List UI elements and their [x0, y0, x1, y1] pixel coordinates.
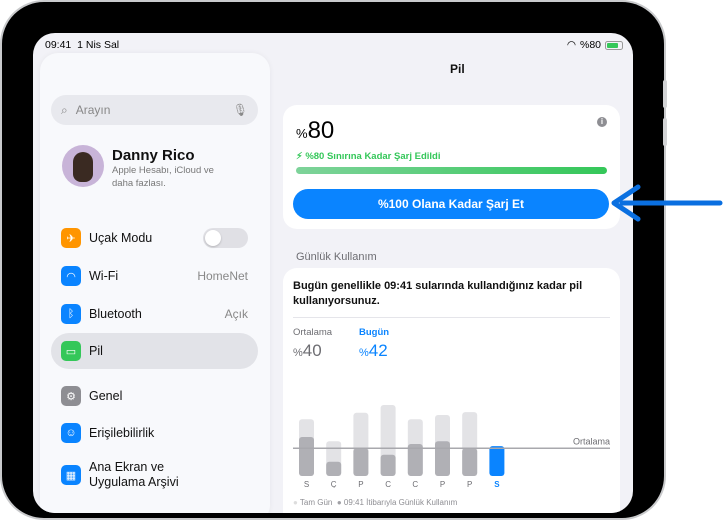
battery-level-bar	[296, 167, 607, 174]
screen: 09:41 1 Nis Sal ◠ %80 ⌕ Arayın 🎙︎ Danny R…	[33, 33, 633, 513]
sidebar-item-value: HomeNet	[197, 269, 248, 283]
battery-percentage: %80	[296, 117, 335, 144]
average-label: Ortalama	[293, 327, 333, 338]
profile-row[interactable]: Danny Rico Apple Hesabı, iCloud ve daha …	[62, 145, 232, 190]
x-tick-label: C	[412, 480, 418, 488]
sidebar-item-label: Uçak Modu	[89, 231, 153, 245]
section-header: Günlük Kullanım	[296, 251, 377, 263]
x-tick-label: Ç	[331, 480, 337, 488]
battery-charging-icon	[605, 40, 623, 50]
x-tick-label: P	[440, 480, 445, 488]
sidebar-item-ana-ekran-ve-uygulama-arşivi[interactable]: ▦ Ana Ekran ve Uygulama Arşivi	[51, 453, 258, 497]
airplane-mode-toggle[interactable]	[203, 228, 248, 248]
sidebar-item-label: Wi-Fi	[89, 269, 119, 283]
usage-chart: S Ç P C C P P S Ortalama	[293, 405, 610, 488]
sidebar-item-bluetooth[interactable]: ᛒ Bluetooth Açık	[51, 296, 258, 332]
x-tick-label: P	[467, 480, 472, 488]
sidebar-item-genel[interactable]: ⚙ Genel	[51, 378, 258, 414]
bar-daily-usage	[435, 441, 450, 476]
profile-subtitle: Apple Hesabı, iCloud ve daha fazlası.	[112, 165, 214, 189]
today-value: %42	[359, 341, 388, 360]
usage-card: Bugün genellikle 09:41 sularında kulland…	[283, 268, 620, 513]
accessibility-icon: ☺	[61, 423, 81, 443]
chart-legend: ● Tam Gün ● 09:41 İtibarıyla Günlük Kull…	[293, 498, 458, 507]
sidebar-item-label: Ana Ekran ve Uygulama Arşivi	[89, 460, 179, 489]
bar-daily-usage	[380, 454, 396, 476]
sidebar-item-label: Bluetooth	[89, 307, 142, 321]
bluetooth-icon: ᛒ	[61, 304, 81, 324]
status-time-date: 09:41 1 Nis Sal	[45, 39, 120, 51]
search-icon: ⌕	[61, 102, 68, 117]
sidebar-item-label: Erişilebilirlik	[89, 426, 155, 440]
usage-description: Bugün genellikle 09:41 sularında kulland…	[293, 280, 583, 307]
x-tick-label: S	[494, 480, 500, 488]
wifi-icon: ◠	[566, 39, 576, 51]
bar-today	[489, 446, 505, 476]
callout-arrow	[611, 184, 723, 222]
wifi-icon: ◠	[61, 266, 81, 286]
volume-up-button	[663, 80, 667, 108]
charge-to-full-button[interactable]: %100 Olana Kadar Şarj Et	[293, 189, 609, 219]
bar-daily-usage	[353, 448, 369, 476]
bar-daily-usage	[462, 448, 478, 476]
x-tick-label: C	[385, 480, 391, 488]
battery-icon: ▭	[61, 341, 81, 361]
battery-card: %80 i ⚡︎ %80 Sınırına Kadar Şarj Edildi …	[283, 105, 620, 229]
sidebar-item-wi-fi[interactable]: ◠ Wi-Fi HomeNet	[51, 258, 258, 294]
airplane-icon: ✈	[61, 228, 81, 248]
page-title: Pil	[450, 62, 465, 76]
info-icon[interactable]: i	[597, 117, 607, 127]
sidebar-item-value: Açık	[224, 307, 248, 321]
charge-limit-status: ⚡︎ %80 Sınırına Kadar Şarj Edildi	[296, 151, 441, 162]
average-line-label: Ortalama	[573, 436, 610, 446]
battery-percent: %80	[579, 39, 601, 51]
bar-daily-usage	[326, 461, 342, 476]
search-input[interactable]: ⌕ Arayın 🎙︎	[51, 95, 258, 125]
sidebar-item-pil[interactable]: ▭ Pil	[51, 333, 258, 369]
average-value: %40	[293, 341, 322, 360]
sidebar-item-uçak-modu[interactable]: ✈ Uçak Modu	[51, 220, 258, 256]
profile-name: Danny Rico	[112, 147, 195, 164]
x-tick-label: S	[304, 480, 309, 488]
volume-down-button	[663, 118, 667, 146]
home-screen-icon: ▦	[61, 465, 81, 485]
sidebar-item-label: Genel	[89, 389, 123, 403]
sidebar-item-label: Pil	[89, 344, 103, 358]
sidebar: ⌕ Arayın 🎙︎ Danny Rico Apple Hesabı, iCl…	[40, 53, 270, 513]
avatar	[62, 145, 104, 187]
status-bar: 09:41 1 Nis Sal ◠ %80	[33, 39, 633, 53]
bar-daily-usage	[299, 436, 314, 476]
sidebar-item-erişilebilirlik[interactable]: ☺ Erişilebilirlik	[51, 415, 258, 451]
gear-icon: ⚙	[61, 386, 81, 406]
microphone-icon[interactable]: 🎙︎	[232, 103, 248, 117]
bar-daily-usage	[407, 444, 423, 476]
x-tick-label: P	[358, 480, 363, 488]
today-label: Bugün	[359, 327, 390, 338]
bolt-icon: ⚡︎	[296, 151, 303, 162]
